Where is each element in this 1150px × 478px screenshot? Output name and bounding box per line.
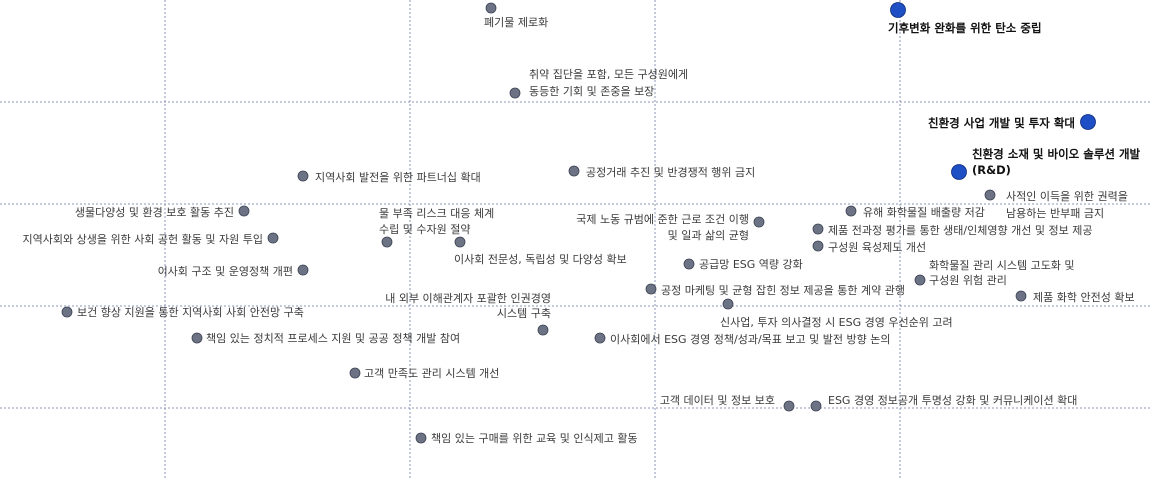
data-point-label: 공정 마케팅 및 균형 잡힌 정보 제공을 통한 계약 관행 — [661, 283, 905, 297]
data-point-label: 고객 만족도 관리 시스템 개선 — [364, 367, 499, 380]
data-point-marker — [645, 283, 657, 295]
data-point-marker — [537, 324, 549, 336]
data-point-label: 지역사회 발전을 위한 파트너십 확대 — [315, 171, 481, 184]
data-point-marker — [349, 367, 361, 379]
data-point-marker — [845, 205, 857, 217]
data-point-label: 이사회 전문성, 독립성 및 다양성 확보 — [454, 253, 627, 266]
data-point-label: 생물다양성 및 환경 보호 활동 추진 — [75, 205, 234, 219]
data-point-label: 책임 있는 구매를 위한 교육 및 인식제고 활동 — [431, 431, 638, 445]
data-point-marker — [812, 223, 824, 235]
data-point-marker — [812, 240, 824, 252]
data-point: 폐기물 제로화 — [484, 2, 548, 29]
data-point-label: 고객 데이터 및 정보 보호 — [660, 394, 775, 407]
data-point-marker — [984, 189, 996, 201]
data-point-marker — [191, 332, 203, 344]
data-point: 공급망 ESG 역량 강화 — [683, 258, 803, 271]
data-point: 국제 노동 규범에 준한 근로 조건 이행 및 일과 삶의 균형 — [576, 213, 765, 242]
data-point: 물 부족 리스크 대응 체계 수립 및 수자원 절약 — [379, 207, 494, 248]
data-point: 이사회에서 ESG 경영 정책/성과/목표 보고 및 발전 방향 논의 — [594, 332, 890, 346]
data-point-label: 책임 있는 정치적 프로세스 지원 및 공공 정책 개발 참여 — [206, 332, 460, 345]
data-point: 고객 만족도 관리 시스템 개선 — [349, 367, 499, 380]
data-point-marker — [683, 258, 695, 270]
data-point: 책임 있는 구매를 위한 교육 및 인식제고 활동 — [415, 431, 638, 445]
data-point-label: 취약 집단을 포함, 모든 구성원에게 동등한 기회 및 존중을 보장 — [529, 67, 688, 98]
data-point: 공정 마케팅 및 균형 잡힌 정보 제공을 통한 계약 관행 — [645, 283, 905, 297]
data-point: 지역사회 발전을 위한 파트너십 확대 — [297, 170, 481, 184]
data-point: 화학물질 관리 시스템 고도화 및 구성원 위험 관리 — [914, 259, 1075, 287]
data-point-marker — [594, 332, 606, 344]
data-point-marker — [783, 400, 795, 412]
data-point-label: 친환경 소재 및 바이오 솔루션 개발 (R&D) — [972, 147, 1141, 177]
data-point-label: 물 부족 리스크 대응 체계 수립 및 수자원 절약 — [379, 207, 494, 236]
data-point: 유해 화학물질 배출량 저감 — [845, 205, 985, 219]
data-point: 공정거래 추진 및 반경쟁적 행위 금지 — [568, 165, 755, 179]
data-point-marker — [415, 432, 427, 444]
data-point-marker — [1015, 290, 1027, 302]
data-point-label: 화학물질 관리 시스템 고도화 및 구성원 위험 관리 — [929, 259, 1075, 287]
data-point-label: 이사회 구조 및 운영정책 개편 — [158, 265, 293, 278]
data-point-label: 보건 향상 지원을 통한 지역사회 사회 안전망 구축 — [77, 306, 304, 319]
data-point-marker — [61, 306, 73, 318]
data-point-label: 신사업, 투자 의사결정 시 ESG 경영 우선순위 고려 — [720, 316, 953, 329]
data-point: 취약 집단을 포함, 모든 구성원에게 동등한 기회 및 존중을 보장 — [509, 67, 688, 99]
data-point-marker — [722, 298, 734, 310]
data-point-label: 폐기물 제로화 — [484, 16, 548, 29]
data-point-label: 내 외부 이해관계자 포괄한 인권경영 시스템 구축 — [385, 291, 551, 320]
data-point-marker — [568, 165, 580, 177]
data-point-label: 사적인 이득을 위한 권력을 남용하는 반부패 금지 — [1006, 190, 1128, 220]
data-point-marker-highlight — [951, 164, 967, 180]
data-point-marker — [454, 236, 466, 248]
data-point: 책임 있는 정치적 프로세스 지원 및 공공 정책 개발 참여 — [191, 332, 460, 345]
data-point: ESG 경영 정보공개 투명성 강화 및 커뮤니케이션 확대 — [810, 394, 1077, 412]
data-point-marker — [297, 170, 309, 182]
data-point-label: 기후변화 완화를 위한 탄소 중립 — [888, 21, 1042, 35]
data-point-marker-highlight — [890, 2, 906, 18]
data-point: 이사회 전문성, 독립성 및 다양성 확보 — [454, 236, 627, 266]
data-point: 기후변화 완화를 위한 탄소 중립 — [888, 2, 1042, 35]
data-point-label: 유해 화학물질 배출량 저감 — [863, 205, 985, 219]
data-point-marker — [267, 232, 279, 244]
data-point: 친환경 사업 개발 및 투자 확대 — [928, 114, 1096, 130]
data-point: 신사업, 투자 의사결정 시 ESG 경영 우선순위 고려 — [720, 298, 953, 329]
data-point: 지역사회와 상생을 위한 사회 공헌 활동 및 자원 투입 — [23, 232, 279, 246]
data-point-marker — [238, 205, 250, 217]
data-point-marker — [297, 264, 309, 276]
data-point: 제품 화학 안전성 확보 — [1015, 290, 1135, 304]
data-point-label: 이사회에서 ESG 경영 정책/성과/목표 보고 및 발전 방향 논의 — [610, 333, 890, 346]
data-point-label: ESG 경영 정보공개 투명성 강화 및 커뮤니케이션 확대 — [828, 394, 1077, 407]
data-point-label: 공급망 ESG 역량 강화 — [699, 258, 803, 271]
data-point: 친환경 소재 및 바이오 솔루션 개발 (R&D) — [951, 147, 1141, 180]
data-point-label: 국제 노동 규범에 준한 근로 조건 이행 및 일과 삶의 균형 — [576, 213, 749, 242]
data-point-label: 친환경 사업 개발 및 투자 확대 — [928, 116, 1075, 130]
data-point: 제품 전과정 평가를 통한 생태/인체영향 개선 및 정보 제공 — [812, 223, 1092, 237]
data-point-marker-highlight — [1080, 114, 1096, 130]
data-point-marker — [485, 2, 497, 14]
data-point-label: 제품 화학 안전성 확보 — [1033, 291, 1135, 304]
data-point: 내 외부 이해관계자 포괄한 인권경영 시스템 구축 — [385, 291, 551, 336]
data-point-marker — [381, 236, 393, 248]
data-point: 구성원 육성제도 개선 — [812, 240, 926, 254]
data-point-marker — [810, 400, 822, 412]
data-point-marker — [509, 87, 521, 99]
data-point-label: 구성원 육성제도 개선 — [828, 241, 926, 254]
data-point: 사적인 이득을 위한 권력을 남용하는 반부패 금지 — [984, 189, 1128, 220]
data-point-label: 공정거래 추진 및 반경쟁적 행위 금지 — [586, 166, 755, 179]
data-point: 이사회 구조 및 운영정책 개편 — [158, 264, 309, 278]
data-point-label: 제품 전과정 평가를 통한 생태/인체영향 개선 및 정보 제공 — [828, 224, 1092, 237]
data-point-label: 지역사회와 상생을 위한 사회 공헌 활동 및 자원 투입 — [23, 232, 264, 246]
data-point: 고객 데이터 및 정보 보호 — [660, 394, 795, 412]
data-point: 보건 향상 지원을 통한 지역사회 사회 안전망 구축 — [61, 306, 304, 319]
data-point-marker — [753, 216, 765, 228]
data-point-marker — [914, 274, 926, 286]
data-point: 생물다양성 및 환경 보호 활동 추진 — [75, 205, 250, 219]
